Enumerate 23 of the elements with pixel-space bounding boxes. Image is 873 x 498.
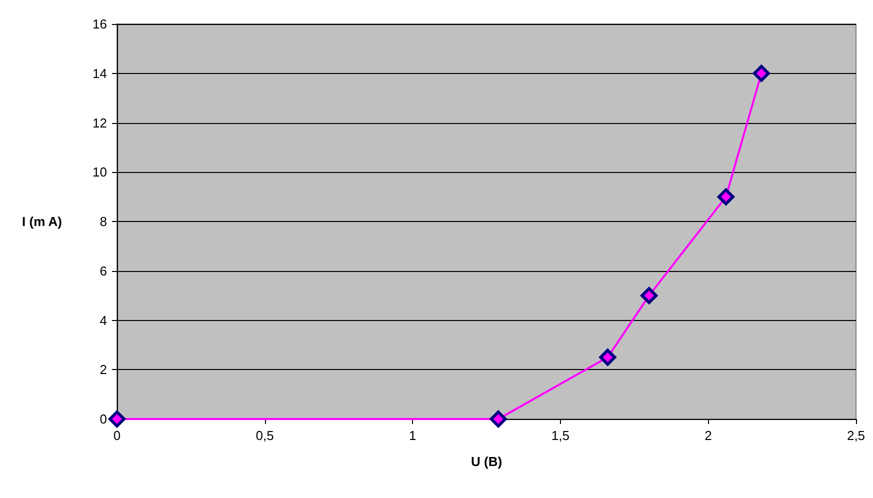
point <box>490 410 507 428</box>
x-axis-title: U (B) <box>470 454 502 469</box>
y-tick-label: 8 <box>100 214 107 229</box>
point <box>752 64 770 82</box>
point <box>108 410 126 428</box>
x-tick-label: 1,5 <box>551 428 570 443</box>
x-tick-label: 1 <box>408 428 416 443</box>
y-tick-label: 14 <box>92 66 107 81</box>
y-tick-label: 6 <box>100 263 107 278</box>
point <box>717 188 734 206</box>
y-tick-label: 0 <box>100 412 107 426</box>
y-tick-label: 2 <box>100 362 107 378</box>
x-tick-label: 0 <box>113 428 121 443</box>
y-tick-label: 12 <box>92 115 107 130</box>
x-tick-label: 2,5 <box>846 428 866 443</box>
y-axis-title: I (m A) <box>22 214 62 229</box>
y-tick-label: 16 <box>92 16 107 32</box>
point <box>640 287 658 304</box>
x-tick-label: 2 <box>704 428 712 443</box>
y-tick-label: 4 <box>100 312 107 328</box>
y-tick-label: 10 <box>92 164 107 180</box>
x-tick-label: 0,5 <box>256 428 274 443</box>
point <box>599 348 616 366</box>
